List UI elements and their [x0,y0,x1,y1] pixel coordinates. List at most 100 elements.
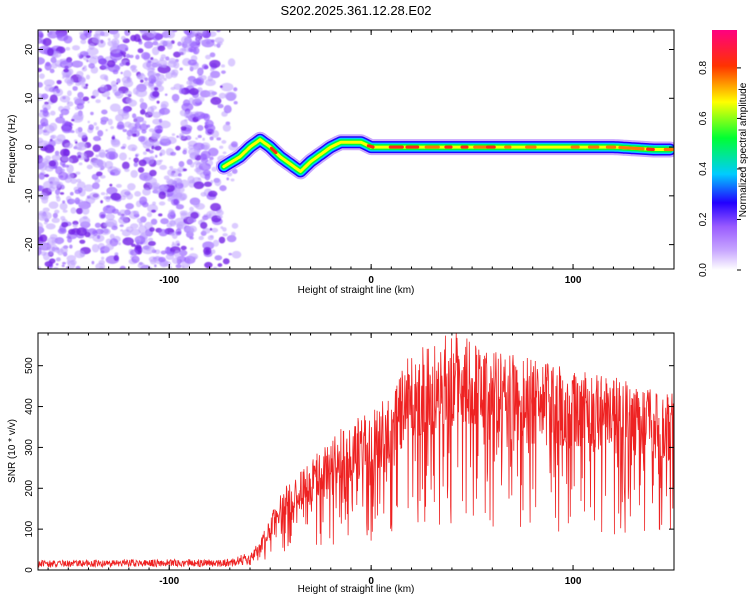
noise-blob [62,209,68,213]
noise-blob [173,51,181,58]
noise-blob [167,168,182,178]
noise-blob [61,168,66,173]
noise-blob [207,190,218,198]
noise-blob [61,264,65,268]
noise-blob [79,31,84,36]
noise-blob [54,209,60,214]
noise-blob [170,86,176,91]
noise-blob [48,186,56,192]
noise-blob [210,203,222,212]
noise-blob [120,146,126,150]
noise-blob [150,218,158,225]
noise-blob [78,162,83,166]
noise-blob [61,221,69,228]
noise-blob [199,161,206,167]
noise-blob [173,83,182,90]
noise-blob [105,151,119,160]
noise-blob [92,89,99,98]
noise-blob [93,122,97,126]
colorbar-gradient [712,30,737,270]
spectrogram-xlabel: Height of straight line (km) [298,285,415,296]
noise-blob [62,261,66,265]
noise-blob [158,118,163,123]
noise-blob [113,31,120,39]
noise-blob [231,250,242,259]
noise-blob [76,178,82,183]
noise-blob [183,111,190,119]
noise-blob [44,174,50,178]
noise-blob [95,154,100,158]
noise-blob [228,252,232,256]
noise-blob [163,77,167,81]
noise-blob [175,59,179,63]
noise-blob [59,60,73,69]
noise-blob [49,94,58,104]
noise-blob [124,90,133,97]
noise-blob [42,251,50,261]
noise-blob [179,67,183,71]
noise-blob [134,235,146,245]
snr-series-line [38,333,674,569]
noise-blob [133,116,143,124]
noise-blob [161,184,169,191]
noise-blob [211,227,219,233]
noise-blob [91,243,100,253]
noise-blob [98,149,106,158]
noise-blob [77,154,82,159]
snr-panel: -100 0 100 0 100 200 300 400 500 Height of strai… [7,332,675,595]
noise-blob [176,192,183,198]
noise-blob [71,118,75,122]
noise-blob [204,261,213,269]
noise-blob [92,144,101,153]
noise-blob [194,160,201,166]
noise-blob [165,56,170,61]
noise-blob [135,54,140,60]
noise-blob [122,128,128,133]
noise-blob [54,188,61,195]
noise-blob [77,187,83,193]
noise-blob [112,167,122,175]
noise-blob [130,228,141,236]
noise-blob [141,129,147,134]
noise-blob [209,234,214,239]
noise-blob [149,155,155,160]
noise-blob [76,181,86,189]
noise-blob [81,66,88,72]
noise-blob [118,209,128,218]
noise-blob [62,75,65,79]
noise-blob [226,177,230,181]
noise-blob [180,245,187,251]
noise-blob [88,63,96,69]
noise-blob [134,191,142,197]
noise-blob [156,100,160,104]
noise-blob [198,235,204,241]
noise-blob [106,96,111,100]
noise-blob [224,91,237,101]
noise-blob [190,211,199,219]
spectrogram-ytick-label: -10 [24,188,35,203]
noise-blob [104,160,114,169]
noise-blob [38,67,43,73]
noise-blob [62,200,66,204]
noise-blob [42,243,48,249]
noise-blob [48,201,59,209]
noise-blob [128,157,131,160]
noise-blob [51,217,60,224]
noise-blob [217,41,223,46]
noise-blob [202,215,209,221]
snr-ytick-label: 300 [24,439,35,456]
noise-blob [85,74,91,80]
noise-blob [88,43,95,50]
noise-blob [119,265,126,269]
noise-blob [102,116,107,122]
noise-blob [206,90,216,98]
noise-blob [211,166,218,172]
noise-blob [52,212,58,219]
signal-track-peak [366,144,375,149]
noise-blob [178,161,185,168]
noise-blob [88,124,95,131]
noise-blob [109,238,119,247]
noise-blob [152,201,156,206]
noise-blob [175,145,181,151]
